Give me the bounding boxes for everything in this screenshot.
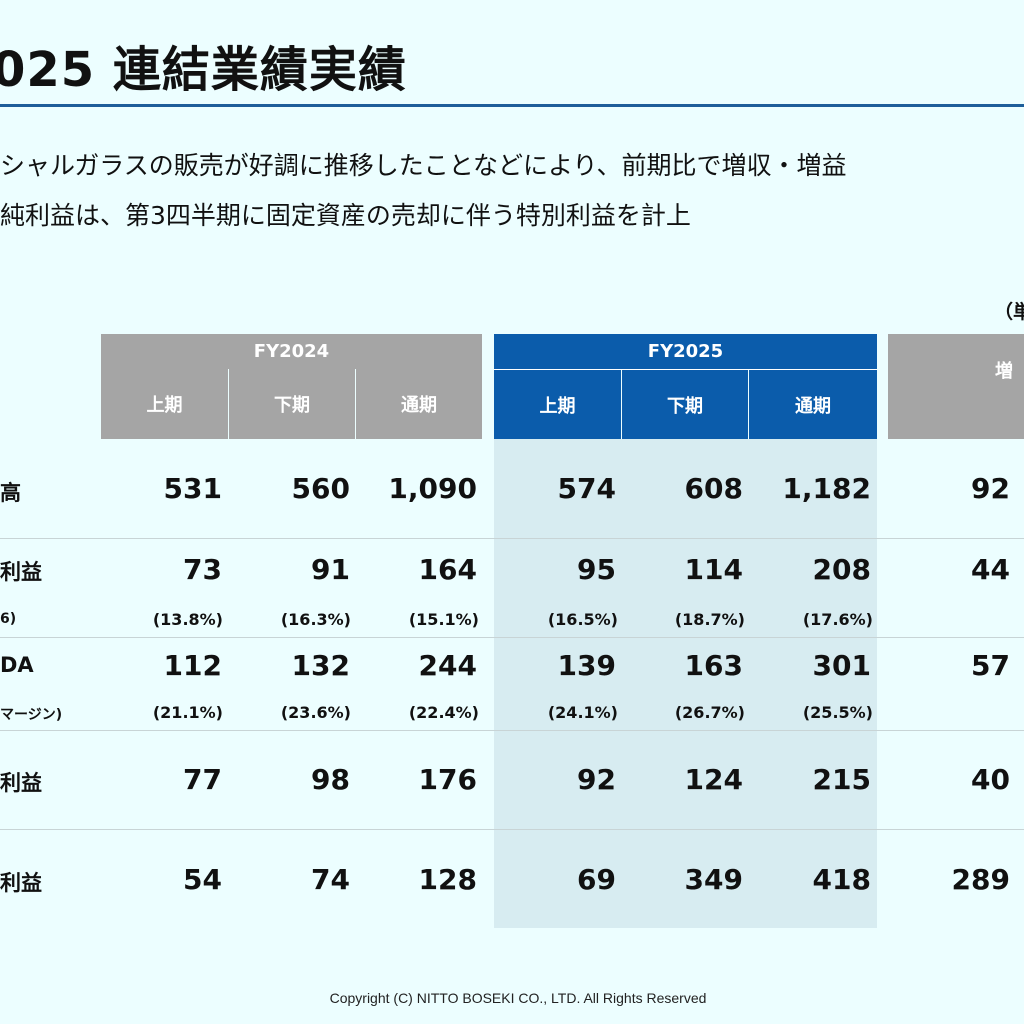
cell-value: 73 xyxy=(183,553,222,586)
page-title: 025 連結業績実績 xyxy=(0,42,407,98)
cell-value: 349 xyxy=(684,863,743,896)
cell-value: 114 xyxy=(684,553,743,586)
cell-margin: (15.1%) xyxy=(408,610,479,629)
cell-value: 608 xyxy=(684,472,743,505)
fy2024-sub-second-half: 下期 xyxy=(229,369,355,439)
change-header: 増 xyxy=(888,334,1024,439)
cell-value: 128 xyxy=(418,863,477,896)
fy2024-sub-full-year: 通期 xyxy=(356,369,482,439)
cell-margin: (24.1%) xyxy=(547,703,618,722)
cell-value: 176 xyxy=(418,763,477,796)
row-separator xyxy=(0,829,1024,830)
cell-value: 112 xyxy=(163,649,222,682)
copyright-footer: Copyright (C) NITTO BOSEKI CO., LTD. All… xyxy=(329,990,707,1006)
fy2025-sub-second-half: 下期 xyxy=(622,370,748,439)
row-label-ebitda: DA xyxy=(0,653,34,677)
unit-label: （単 xyxy=(994,301,1024,323)
cell-margin: (22.4%) xyxy=(408,703,479,722)
change-header-label: 増 xyxy=(995,360,1013,382)
fy2025-header-divider xyxy=(494,369,877,370)
cell-margin: (18.7%) xyxy=(674,610,745,629)
change-value: 40 xyxy=(971,763,1010,796)
row-separator xyxy=(0,730,1024,731)
cell-value: 69 xyxy=(577,863,616,896)
change-value: 92 xyxy=(971,472,1010,505)
cell-margin: (25.5%) xyxy=(802,703,873,722)
cell-value: 560 xyxy=(291,472,350,505)
fy2025-sub-full-year: 通期 xyxy=(749,370,877,439)
cell-value: 95 xyxy=(577,553,616,586)
cell-value: 244 xyxy=(418,649,477,682)
cell-value: 215 xyxy=(812,763,871,796)
cell-value: 574 xyxy=(557,472,616,505)
cell-value: 531 xyxy=(163,472,222,505)
cell-value: 301 xyxy=(812,649,871,682)
cell-value: 77 xyxy=(183,763,222,796)
cell-value: 54 xyxy=(183,863,222,896)
fy2024-sub-first-half: 上期 xyxy=(101,369,228,439)
fy2025-header: FY2025 xyxy=(494,334,877,369)
cell-margin: (21.1%) xyxy=(152,703,223,722)
cell-value: 132 xyxy=(291,649,350,682)
row-label-ordinary-profit: 利益 xyxy=(0,771,42,795)
change-value: 57 xyxy=(971,649,1010,682)
cell-margin: (23.6%) xyxy=(280,703,351,722)
cell-value: 139 xyxy=(557,649,616,682)
row-separator xyxy=(0,538,1024,539)
cell-value: 418 xyxy=(812,863,871,896)
row-sublabel-ebitda-margin: マージン) xyxy=(0,707,63,723)
cell-value: 164 xyxy=(418,553,477,586)
cell-value: 1,182 xyxy=(782,472,871,505)
row-label-operating-profit: 利益 xyxy=(0,560,42,584)
cell-value: 98 xyxy=(311,763,350,796)
lead-text-1: シャルガラスの販売が好調に推移したことなどにより、前期比で増収・増益 xyxy=(0,151,847,180)
cell-margin: (13.8%) xyxy=(152,610,223,629)
cell-margin: (16.5%) xyxy=(547,610,618,629)
cell-margin: (17.6%) xyxy=(802,610,873,629)
cell-value: 92 xyxy=(577,763,616,796)
row-label-net-profit: 利益 xyxy=(0,871,42,895)
cell-value: 74 xyxy=(311,863,350,896)
cell-value: 124 xyxy=(684,763,743,796)
row-sublabel-margin: 6) xyxy=(0,611,17,627)
cell-value: 208 xyxy=(812,553,871,586)
title-divider xyxy=(0,104,1024,107)
change-value: 44 xyxy=(971,553,1010,586)
row-separator xyxy=(0,637,1024,638)
change-value: 289 xyxy=(951,863,1010,896)
row-label-sales: 高 xyxy=(0,481,21,505)
cell-margin: (26.7%) xyxy=(674,703,745,722)
fy2025-shaded-column xyxy=(494,439,877,928)
cell-value: 91 xyxy=(311,553,350,586)
lead-text-2: 純利益は、第3四半期に固定資産の売却に伴う特別利益を計上 xyxy=(0,201,691,230)
cell-value: 1,090 xyxy=(388,472,477,505)
cell-value: 163 xyxy=(684,649,743,682)
fy2025-sub-first-half: 上期 xyxy=(494,370,621,439)
cell-margin: (16.3%) xyxy=(280,610,351,629)
fy2024-header: FY2024 xyxy=(101,334,482,369)
